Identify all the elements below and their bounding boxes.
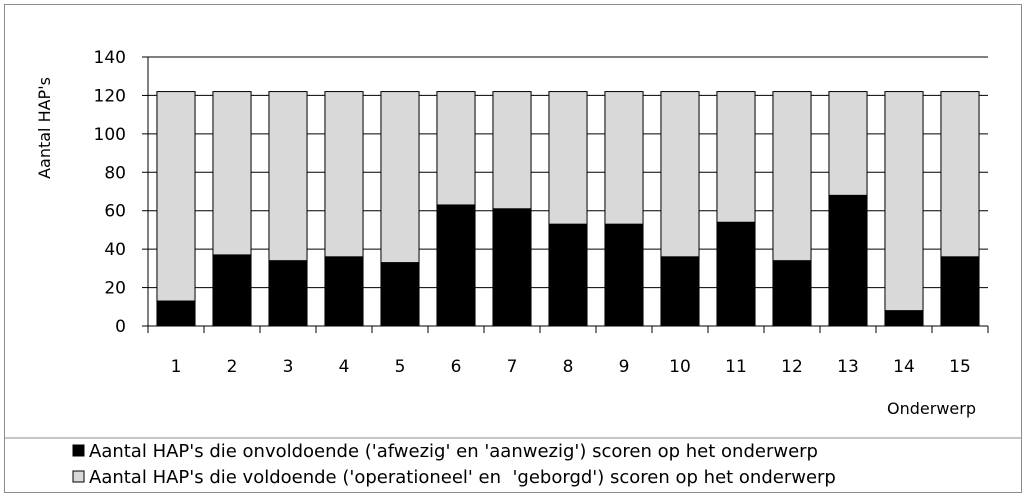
y-tick-label: 80 <box>104 163 126 183</box>
x-tick-label: 8 <box>563 357 574 377</box>
bar-segment-onvoldoende <box>940 256 980 327</box>
bar-segment-onvoldoende <box>604 223 644 327</box>
bar-segment-onvoldoende <box>548 223 588 327</box>
legend-swatch <box>72 444 85 457</box>
bar-segment-voldoende <box>492 91 532 210</box>
x-tick-label: 14 <box>893 357 915 377</box>
bar-segment-voldoende <box>884 91 924 312</box>
bar-segment-voldoende <box>380 91 420 264</box>
bar-segment-onvoldoende <box>828 194 868 327</box>
y-tick-label: 120 <box>94 86 126 106</box>
bar-segment-voldoende <box>604 91 644 225</box>
bar-segment-onvoldoende <box>716 221 756 327</box>
x-tick-label: 11 <box>725 357 747 377</box>
bar-segment-onvoldoende <box>156 300 196 327</box>
bar-segment-onvoldoende <box>772 260 812 327</box>
x-tick-label: 13 <box>837 357 859 377</box>
x-axis-title: Onderwerp <box>887 399 976 418</box>
bar-segment-onvoldoende <box>436 204 476 327</box>
y-tick-label: 20 <box>104 279 126 299</box>
bar-segment-voldoende <box>660 91 700 258</box>
bar-segment-onvoldoende <box>324 256 364 327</box>
bar-segment-voldoende <box>156 91 196 302</box>
x-tick-label: 7 <box>507 357 518 377</box>
bar-segment-voldoende <box>716 91 756 223</box>
legend-label: Aantal HAP's die onvoldoende ('afwezig' … <box>89 441 818 462</box>
x-tick-label: 2 <box>227 357 238 377</box>
bar-segment-voldoende <box>828 91 868 196</box>
bar-segment-onvoldoende <box>268 260 308 327</box>
bar-segment-onvoldoende <box>212 254 252 327</box>
legend-swatch <box>72 470 85 483</box>
bar-segment-voldoende <box>772 91 812 262</box>
bar-segment-onvoldoende <box>884 310 924 327</box>
x-tick-label: 5 <box>395 357 406 377</box>
bar-segment-voldoende <box>548 91 588 225</box>
bar-segment-onvoldoende <box>492 208 532 327</box>
bar-segment-voldoende <box>268 91 308 262</box>
x-tick-label: 4 <box>339 357 350 377</box>
x-tick-label: 6 <box>451 357 462 377</box>
legend-label: Aantal HAP's die voldoende ('operationee… <box>89 467 836 488</box>
bar-segment-voldoende <box>436 91 476 206</box>
y-tick-label: 40 <box>104 240 126 260</box>
x-tick-label: 9 <box>619 357 630 377</box>
bar-segment-voldoende <box>940 91 980 258</box>
bar-segment-onvoldoende <box>380 262 420 327</box>
legend: Aantal HAP's die onvoldoende ('afwezig' … <box>72 441 836 488</box>
y-tick-label: 0 <box>115 317 126 337</box>
y-tick-label: 140 <box>94 48 126 68</box>
x-tick-label: 10 <box>669 357 691 377</box>
bars <box>156 91 980 327</box>
y-tick-label: 60 <box>104 202 126 222</box>
x-tick-label: 15 <box>949 357 971 377</box>
bar-segment-voldoende <box>324 91 364 258</box>
y-axis-title: Aantal HAP's <box>35 77 54 179</box>
bar-segment-voldoende <box>212 91 252 256</box>
y-tick-label: 100 <box>94 125 126 145</box>
x-tick-label: 3 <box>283 357 294 377</box>
x-tick-label: 1 <box>171 357 182 377</box>
bar-segment-onvoldoende <box>660 256 700 327</box>
x-tick-label: 12 <box>781 357 803 377</box>
